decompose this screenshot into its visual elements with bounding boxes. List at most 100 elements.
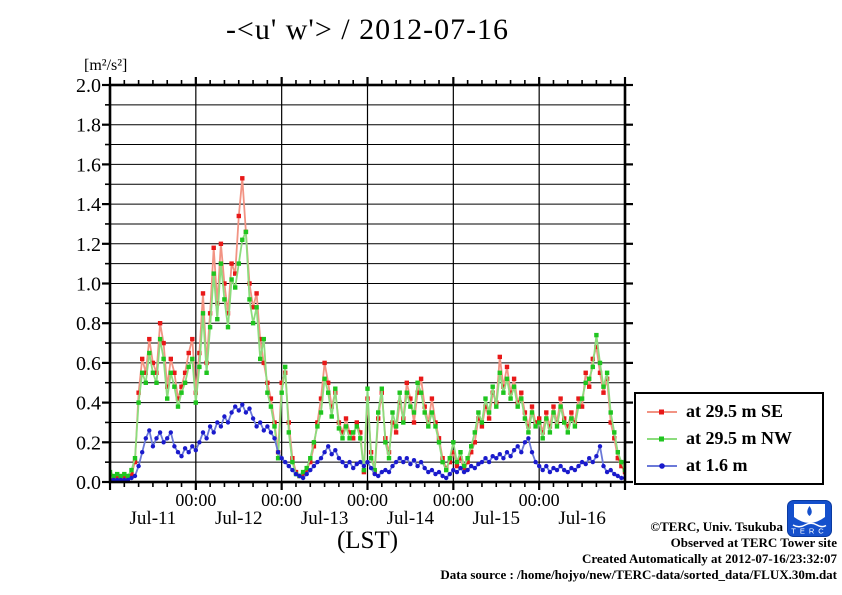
data-point bbox=[558, 404, 563, 409]
data-point bbox=[501, 390, 506, 395]
y-tick-label: 0.8 bbox=[76, 313, 101, 335]
data-point bbox=[461, 463, 467, 469]
data-point bbox=[376, 410, 381, 415]
data-point bbox=[168, 370, 173, 375]
data-point bbox=[565, 469, 570, 475]
data-point bbox=[250, 305, 256, 310]
data-point bbox=[179, 384, 184, 389]
data-point bbox=[444, 467, 449, 473]
data-point bbox=[576, 404, 581, 409]
data-point bbox=[397, 456, 402, 461]
data-point bbox=[547, 424, 553, 429]
data-point bbox=[551, 410, 556, 415]
data-point bbox=[386, 469, 392, 475]
data-point bbox=[540, 430, 545, 435]
legend-item-nw: at 29.5 m NW bbox=[646, 428, 822, 449]
data-point bbox=[426, 420, 431, 425]
data-point bbox=[147, 428, 152, 433]
data-point bbox=[215, 420, 220, 425]
data-point bbox=[218, 424, 224, 429]
data-point bbox=[204, 370, 209, 375]
data-point bbox=[258, 336, 263, 342]
data-point bbox=[365, 386, 370, 391]
y-tick-label: 0.6 bbox=[76, 353, 101, 375]
data-point bbox=[218, 241, 224, 246]
data-point bbox=[340, 459, 345, 465]
x-time-tick-label: 00:00 bbox=[347, 490, 388, 510]
data-point bbox=[229, 410, 234, 415]
data-point bbox=[372, 467, 377, 473]
data-point bbox=[333, 386, 338, 391]
data-point bbox=[408, 461, 413, 467]
data-point bbox=[469, 444, 474, 449]
data-point bbox=[537, 463, 542, 469]
data-point bbox=[486, 459, 492, 465]
data-point bbox=[393, 424, 399, 429]
data-point bbox=[236, 213, 241, 219]
data-point bbox=[243, 229, 249, 235]
data-point bbox=[604, 469, 610, 475]
data-point bbox=[497, 370, 502, 375]
data-point bbox=[569, 410, 574, 415]
data-point bbox=[161, 356, 166, 362]
data-point bbox=[140, 356, 145, 362]
data-point bbox=[172, 384, 177, 389]
data-point bbox=[608, 410, 613, 415]
data-point bbox=[229, 277, 234, 282]
data-point bbox=[197, 440, 202, 445]
data-point bbox=[522, 410, 528, 415]
data-point bbox=[111, 473, 116, 479]
data-point bbox=[354, 424, 359, 429]
data-point bbox=[233, 404, 238, 409]
data-point bbox=[504, 364, 510, 370]
data-point bbox=[376, 473, 381, 479]
data-point bbox=[318, 456, 324, 461]
data-point bbox=[590, 364, 595, 370]
data-point bbox=[587, 384, 592, 389]
data-point bbox=[132, 459, 138, 465]
data-point bbox=[429, 467, 435, 473]
data-point bbox=[143, 380, 148, 385]
data-point bbox=[451, 440, 456, 445]
data-point bbox=[619, 459, 624, 465]
data-point bbox=[136, 463, 141, 469]
data-point bbox=[150, 444, 156, 449]
legend-marker-1m6-icon bbox=[647, 462, 677, 469]
data-point bbox=[397, 390, 402, 395]
data-point bbox=[433, 471, 438, 477]
data-point bbox=[529, 404, 535, 409]
data-point bbox=[186, 364, 191, 370]
data-point bbox=[544, 410, 549, 415]
data-point bbox=[486, 416, 492, 421]
data-point bbox=[361, 467, 367, 473]
data-point bbox=[601, 463, 606, 469]
data-point bbox=[479, 420, 485, 425]
data-point bbox=[240, 237, 245, 242]
data-point bbox=[279, 380, 284, 385]
data-point bbox=[615, 450, 620, 455]
data-point bbox=[297, 473, 302, 479]
x-axis-label: (LST) bbox=[336, 527, 399, 554]
data-point bbox=[258, 356, 263, 362]
data-point bbox=[172, 444, 177, 449]
chart-title: -<u' w'> / 2012-07-16 bbox=[225, 13, 510, 46]
y-tick-label: 0.2 bbox=[76, 432, 101, 454]
data-point bbox=[465, 467, 470, 473]
data-point bbox=[343, 416, 349, 421]
data-point bbox=[368, 456, 374, 461]
data-point bbox=[458, 450, 463, 455]
data-point bbox=[601, 390, 606, 395]
data-point bbox=[265, 390, 270, 395]
data-point bbox=[258, 420, 263, 425]
data-point bbox=[579, 459, 585, 465]
data-point bbox=[619, 475, 624, 481]
data-point bbox=[583, 370, 588, 375]
data-point bbox=[118, 473, 123, 479]
data-point bbox=[236, 261, 241, 266]
data-point bbox=[351, 430, 356, 435]
data-point bbox=[315, 424, 320, 429]
data-point bbox=[343, 424, 349, 429]
x-day-tick-label: Jul-12 bbox=[215, 508, 263, 529]
logo-wave-line bbox=[792, 522, 827, 528]
